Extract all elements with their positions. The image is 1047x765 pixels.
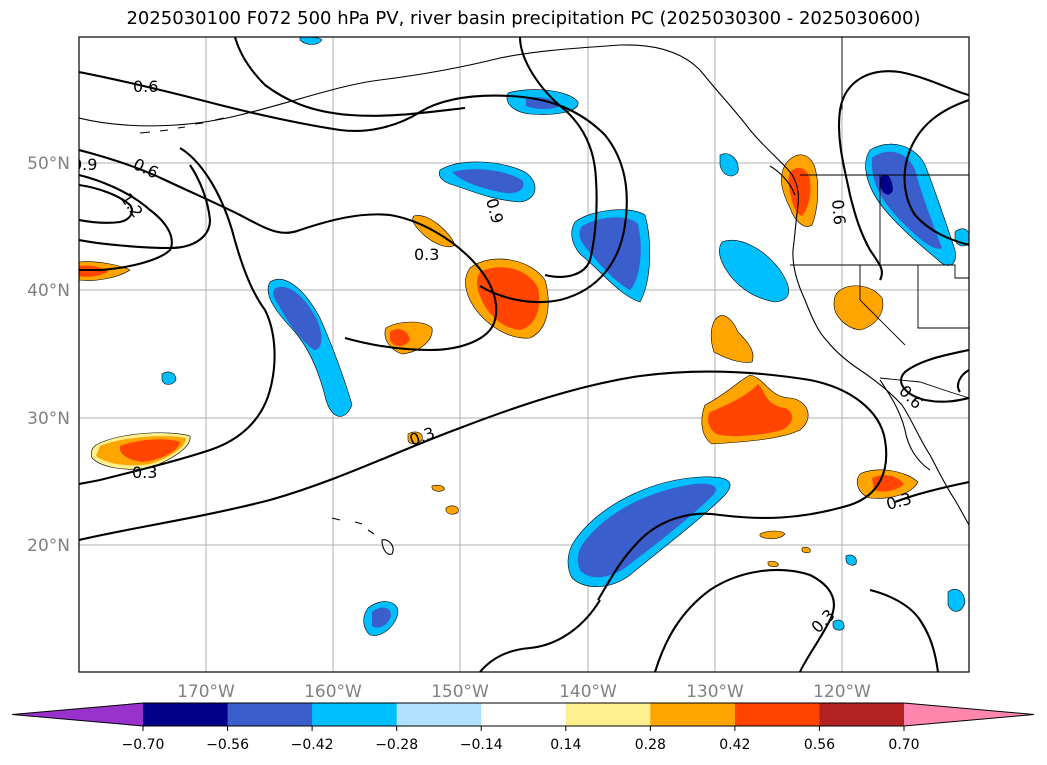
pv-contours [79,37,969,672]
colorbar-tick-label: −0.56 [206,737,249,753]
colorbar-tick-label: −0.70 [122,737,165,753]
contour-line-7 [79,370,888,601]
blob-pos-16 [801,546,811,554]
hawaii-islands [331,517,394,555]
map-frame [78,36,970,673]
blob-pos-9 [833,285,884,331]
blob-neg-7-peak [880,174,893,195]
contour-line-12 [837,70,969,281]
colorbar-segment [396,703,482,726]
contour-line-6 [79,147,276,486]
blob-pos-2-core [390,329,410,346]
colorbar-segment [819,703,905,726]
blob-pos-11 [407,431,423,445]
contour-line-4 [79,183,133,224]
contour-line-15 [956,369,969,393]
baja-coastline [879,379,931,471]
contour-label: 0.6 [828,199,849,226]
canada-coastline [789,171,969,526]
map-background [79,37,969,672]
blob-pos-6-core [708,384,793,437]
lat-label-30n: 30°N [27,409,70,429]
colorbar-tick-label: −0.28 [375,737,418,753]
blob-pos-13 [431,484,445,492]
contour-line-14 [900,348,969,403]
blob-neg-4-core [273,286,322,350]
blob-neg-11 [161,371,177,385]
colorbar-tick-label: 0.70 [888,737,919,753]
coastlines [79,44,969,555]
lon-label-120w: 120°W [813,682,871,700]
colorbar-extend-high [904,703,1034,726]
colorbar-tick-label: 0.14 [550,737,581,753]
negative-anomaly-areas [161,37,969,636]
contour-line-11 [894,480,969,503]
latitude-labels: 50°N 40°N 30°N 20°N [27,154,70,556]
longitude-labels: 170°W 160°W 150°W 140°W 130°W 120°W [177,682,871,700]
contour-line-10 [869,588,940,672]
contour-label: 0.6 [133,77,158,96]
colorbar-segment [227,703,313,726]
alaska-coastline [79,44,791,173]
blob-pos-15 [767,560,779,568]
blob-pos-8-core [788,167,811,216]
colorbar-segment [481,703,567,726]
vancouver-island [769,165,796,196]
blob-pos-4-core [119,439,180,462]
contour-line-17 [518,37,598,278]
colorbar-segment [312,703,398,726]
colorbar-tick-label: −0.42 [291,737,334,753]
contour-line-8 [479,599,601,672]
contour-line-9 [653,568,835,672]
lat-label-20n: 20°N [27,536,70,556]
blob-neg-6 [719,153,739,177]
contour-line-2 [79,148,498,352]
blob-neg-13 [845,554,857,566]
colorbar-segment [143,703,229,726]
colorbar-tick-label: 0.28 [635,737,666,753]
colorbar-tick-label: −0.14 [460,737,503,753]
blob-neg-2-core [452,169,524,194]
contour-line-16 [233,37,466,117]
lon-label-130w: 130°W [686,682,744,700]
blob-pos-5-core [79,265,108,277]
blob-neg-5 [719,240,790,303]
contour-line-1 [79,70,628,304]
blob-neg-10-core [372,607,392,628]
lon-label-140w: 140°W [559,682,617,700]
aleutian-islands [139,117,225,134]
blob-pos-12 [445,505,459,515]
colorbar-extend-low [12,703,143,726]
colorbar-tick-label: 0.42 [719,737,750,753]
colorbar-segment [734,703,820,726]
colorbar-segment [650,703,736,726]
map-panel: 0.6 0.9 0.6 1.2 0.9 0.6 0.3 0.3 0.3 0.3 … [27,36,970,700]
colorbar-segments [11,702,1035,727]
blob-neg-1-core [526,97,560,109]
lon-label-150w: 150°W [431,682,489,700]
contour-line-5 [79,164,212,250]
colorbar-segment [565,703,651,726]
contour-label: 0.3 [132,463,157,482]
state-borders [790,175,969,346]
contour-label: 0.3 [414,245,439,264]
lat-label-50n: 50°N [27,154,70,174]
map-title: 2025030100 F072 500 hPa PV, river basin … [126,8,921,29]
blob-neg-12 [947,589,966,612]
colorbar-ticks: −0.70 −0.56 −0.42 −0.28 −0.14 0.14 0.28 0.42 0.5… [122,726,920,753]
lon-label-160w: 160°W [304,682,362,700]
contour-label: 0.9 [72,155,97,174]
contour-line-13 [903,99,969,247]
blob-neg-14 [832,619,845,631]
colorbar-outline [11,702,1035,727]
colorbar-tick-label: 0.56 [804,737,835,753]
lon-label-170w: 170°W [177,682,235,700]
contour-line-3 [79,173,173,272]
blob-pos-14 [759,530,786,540]
political-borders [790,37,969,399]
lat-label-40n: 40°N [27,281,70,301]
blob-neg-9-core [577,483,716,578]
blob-pos-7 [710,315,754,363]
